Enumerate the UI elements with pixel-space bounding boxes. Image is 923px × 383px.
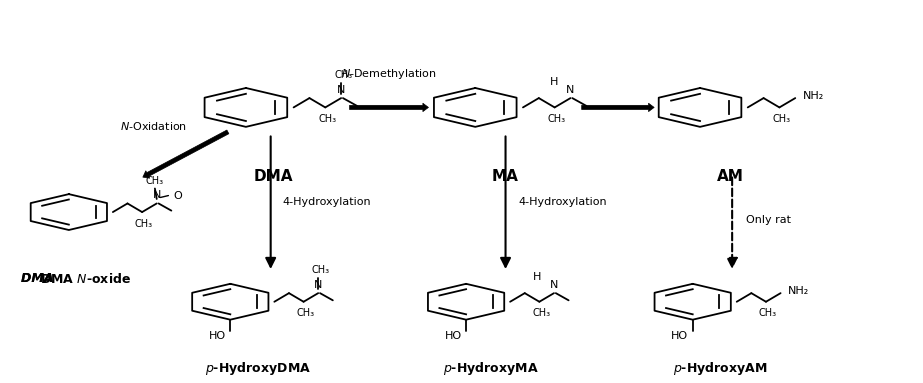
Text: N: N (337, 85, 345, 95)
Text: O: O (173, 191, 182, 201)
Text: $\it{p}$-HydroxyAM: $\it{p}$-HydroxyAM (673, 360, 768, 376)
Text: N: N (314, 280, 322, 290)
Text: CH₃: CH₃ (773, 114, 790, 124)
Text: CH₃: CH₃ (296, 308, 315, 319)
Text: DMA: DMA (21, 272, 58, 285)
Text: N: N (152, 190, 161, 200)
Text: DMA: DMA (254, 169, 294, 184)
Text: 4-Hydroxylation: 4-Hydroxylation (519, 196, 607, 206)
Text: CH₃: CH₃ (533, 308, 550, 319)
Text: N: N (567, 85, 575, 95)
Text: MA: MA (492, 169, 519, 184)
Text: DMA $\it{N}$-oxide: DMA $\it{N}$-oxide (40, 272, 131, 286)
Text: $\it{p}$-HydroxyMA: $\it{p}$-HydroxyMA (443, 360, 539, 376)
Text: NH₂: NH₂ (788, 286, 809, 296)
Text: HO: HO (444, 331, 462, 341)
Text: H: H (533, 272, 542, 282)
Text: CH₃: CH₃ (318, 114, 336, 124)
Text: CH₃: CH₃ (146, 175, 164, 185)
Text: CH₃: CH₃ (135, 219, 153, 229)
Text: NH₂: NH₂ (803, 91, 824, 101)
Text: H: H (550, 77, 558, 87)
Text: N: N (550, 280, 558, 290)
Text: CH₃: CH₃ (547, 114, 566, 124)
Text: CH₃: CH₃ (759, 308, 777, 319)
Text: $\it{p}$-HydroxyDMA: $\it{p}$-HydroxyDMA (205, 360, 311, 376)
Text: CH₃: CH₃ (312, 265, 330, 275)
Text: DMA: DMA (21, 272, 58, 285)
Text: $\it{N}$-Oxidation: $\it{N}$-Oxidation (120, 120, 187, 132)
Text: $\it{N}$-Demethylation: $\it{N}$-Demethylation (342, 67, 437, 80)
Text: AM: AM (717, 169, 744, 184)
Text: Only rat: Only rat (746, 214, 791, 224)
Text: HO: HO (209, 331, 226, 341)
Text: HO: HO (671, 331, 689, 341)
Text: CH₃: CH₃ (335, 70, 353, 80)
Text: 4-Hydroxylation: 4-Hydroxylation (282, 196, 371, 206)
